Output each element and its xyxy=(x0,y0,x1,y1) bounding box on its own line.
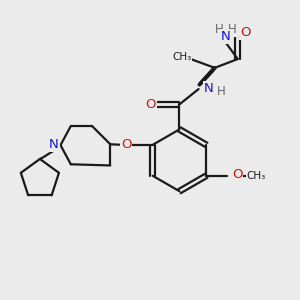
Text: O: O xyxy=(121,138,131,151)
Text: CH₃: CH₃ xyxy=(172,52,191,62)
Text: N: N xyxy=(204,82,214,95)
Text: N: N xyxy=(220,30,230,43)
Text: O: O xyxy=(146,98,156,111)
Text: H: H xyxy=(217,85,226,98)
Text: CH₃: CH₃ xyxy=(246,171,265,181)
Text: N: N xyxy=(49,138,59,151)
Text: H: H xyxy=(227,23,236,36)
Text: O: O xyxy=(240,26,250,39)
Text: H: H xyxy=(215,23,224,36)
Text: O: O xyxy=(232,168,242,182)
